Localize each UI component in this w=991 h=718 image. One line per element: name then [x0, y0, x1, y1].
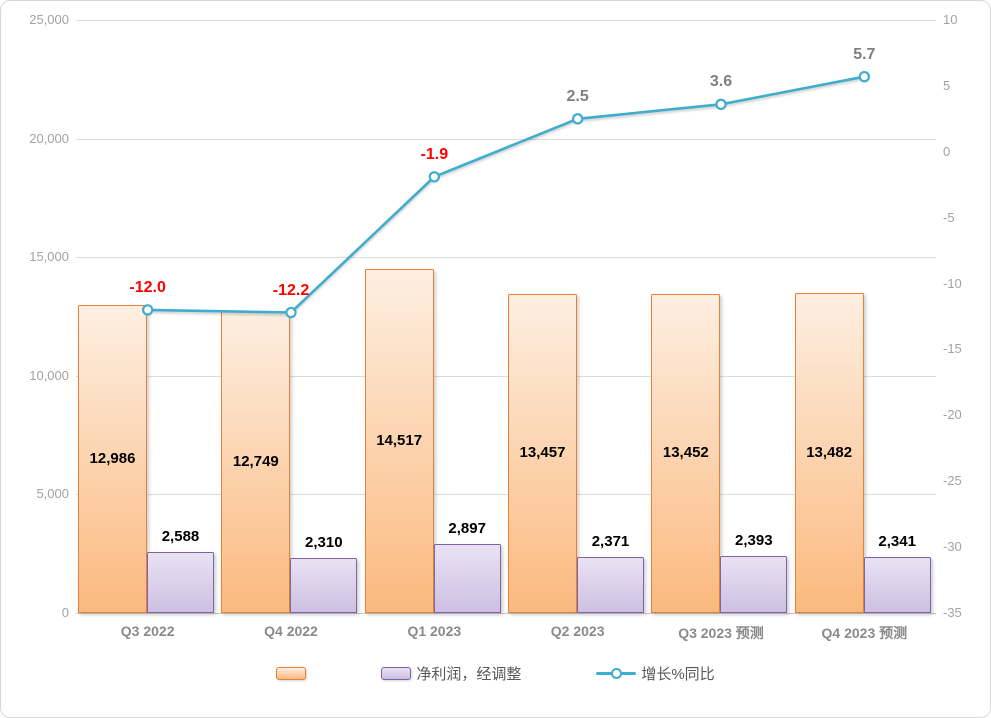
gridline [76, 257, 936, 259]
right-axis-tick-label: -30 [943, 539, 962, 555]
right-axis-tick-label: -10 [943, 275, 962, 291]
gridline [76, 20, 936, 21]
revenue-bar [78, 304, 147, 613]
left-axis-tick-label: 15,000 [29, 249, 69, 265]
growth-marker [571, 113, 584, 125]
growth-value-label: -1.9 [420, 145, 449, 163]
bar-value-label: 2,371 [591, 532, 630, 550]
net-profit-bar [433, 544, 501, 613]
net-profit-bar [577, 556, 644, 613]
growth-value-label: 5.7 [853, 45, 876, 63]
revenue-bar [508, 293, 577, 613]
x-axis-label: Q4 2023 预测 [821, 625, 908, 641]
net-profit-bar [863, 557, 931, 613]
gridline [76, 494, 936, 496]
x-axis-label: Q1 2023 [407, 623, 462, 639]
legend-item: 净利润，经调整 [381, 663, 521, 684]
bar-value-label: 13,482 [806, 444, 853, 462]
right-axis-tick-label: -35 [943, 605, 962, 620]
growth-marker [428, 171, 441, 183]
growth-marker [285, 306, 297, 319]
x-axis-label: Q2 2023 [550, 623, 605, 639]
bar-value-label: 12,986 [89, 449, 136, 467]
growth-value-label: -12.2 [272, 281, 310, 299]
legend: 净利润，经调整 增长%同比 [1, 662, 990, 684]
right-axis-tick-label: -5 [943, 209, 955, 225]
bar-value-label: 2,393 [735, 532, 773, 550]
growth-value-label: 2.5 [566, 87, 589, 105]
left-axis-tick-label: 10,000 [29, 367, 69, 383]
net-profit-bar [720, 556, 788, 613]
x-axis-label: Q3 2023 预测 [678, 625, 764, 641]
growth-marker [715, 98, 727, 111]
x-axis-label: Q3 2022 [120, 623, 175, 639]
growth-line [147, 75, 865, 314]
legend-item: 增长%同比 [596, 663, 715, 684]
legend-line-marker [611, 667, 623, 679]
net-profit-bar [147, 551, 214, 613]
orange-series-swatch [276, 666, 307, 680]
legend-item [276, 666, 307, 680]
revenue-bar [221, 310, 291, 613]
growth-marker [858, 70, 871, 83]
growth-line-sample [596, 667, 637, 680]
bar-value-label: 13,452 [662, 444, 709, 462]
bar-value-label: 13,457 [519, 444, 566, 462]
purple-series-swatch [381, 666, 412, 680]
growth-value-label: 3.6 [709, 73, 733, 91]
plot-area: 12,986 12,749 14,517 13,457 13,452 13,482 2,58… [76, 20, 936, 614]
x-axis-label: Q4 2022 [264, 623, 318, 639]
net-profit-bar [290, 558, 358, 613]
right-axis-tick-label: 0 [943, 143, 951, 159]
left-axis-tick-label: 0 [61, 605, 69, 620]
revenue-bar [651, 293, 721, 613]
bar-value-label: 2,310 [305, 534, 343, 552]
left-axis-tick-label: 25,000 [29, 12, 69, 27]
gridline [76, 138, 936, 140]
right-axis-tick-label: 5 [943, 77, 951, 93]
legend-label: 净利润，经调整 [416, 665, 522, 683]
right-axis-tick-label: -20 [943, 407, 962, 423]
bar-value-label: 14,517 [376, 431, 423, 449]
right-axis-tick-label: -25 [943, 473, 962, 489]
left-axis-tick-label: 20,000 [29, 130, 69, 146]
bar-value-label: 2,897 [448, 520, 486, 538]
bar-value-label: 12,749 [232, 452, 279, 470]
right-axis-tick-label: 10 [943, 12, 958, 27]
growth-line-layer [141, 70, 871, 319]
bar-value-label: 2,588 [161, 527, 200, 545]
gridline [76, 613, 936, 614]
gridline [76, 375, 936, 377]
legend-label: 增长%同比 [641, 665, 715, 683]
growth-marker [141, 304, 154, 316]
right-axis-tick-label: -15 [943, 341, 962, 357]
left-axis-tick-label: 5,000 [36, 486, 69, 502]
bar-value-label: 2,341 [878, 533, 916, 551]
growth-value-label: -12.0 [129, 278, 166, 296]
revenue-bar [794, 293, 864, 613]
revenue-bar [364, 268, 434, 613]
